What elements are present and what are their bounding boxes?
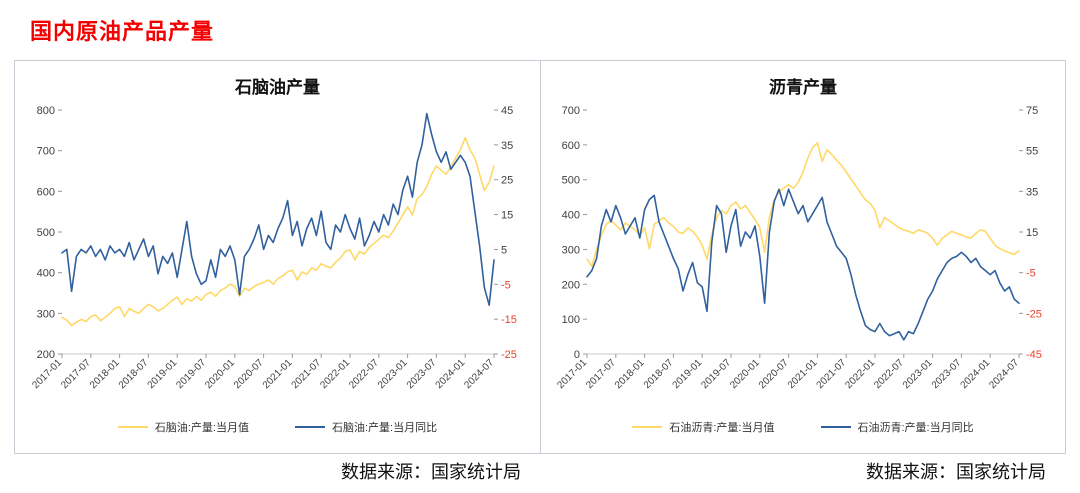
- svg-text:5: 5: [501, 244, 507, 256]
- svg-text:2021-07: 2021-07: [289, 357, 323, 391]
- chart-title-asphalt: 沥青产量: [769, 78, 837, 97]
- svg-text:2023-01: 2023-01: [375, 357, 409, 391]
- legend-label: 石脑油:产量:当月同比: [332, 422, 438, 434]
- legend-label: 石脑油:产量:当月值: [154, 422, 249, 434]
- svg-text:-5: -5: [1026, 268, 1036, 280]
- panel-naphtha: 石脑油产量 800 700 600 500 400 300 200 45 35 25 15 5 -5 -1…: [15, 61, 540, 453]
- svg-text:2023-07: 2023-07: [404, 357, 438, 391]
- svg-text:2020-07: 2020-07: [757, 357, 791, 391]
- svg-text:300: 300: [36, 308, 54, 320]
- svg-text:700: 700: [36, 146, 54, 158]
- svg-text:2019-07: 2019-07: [699, 357, 733, 391]
- svg-text:35: 35: [501, 140, 513, 152]
- svg-text:700: 700: [562, 105, 580, 117]
- source-note-left: 数据来源：国家统计局: [341, 462, 521, 482]
- svg-text:-45: -45: [1026, 349, 1042, 361]
- svg-text:500: 500: [36, 227, 54, 239]
- naphtha-line-chart: 800 700 600 500 400 300 200 45 35 25 15 5 -5 -15 -25 20…: [20, 100, 536, 417]
- svg-text:-25: -25: [501, 349, 517, 361]
- svg-text:15: 15: [1026, 227, 1038, 239]
- legend-naphtha: 石脑油:产量:当月值 石脑油:产量:当月同比: [117, 419, 437, 435]
- page-title: 国内原油产品产量: [30, 19, 215, 44]
- svg-text:2023-07: 2023-07: [930, 357, 964, 391]
- svg-text:300: 300: [562, 244, 580, 256]
- svg-text:2021-01: 2021-01: [260, 357, 294, 391]
- svg-text:55: 55: [1026, 146, 1038, 158]
- svg-text:2019-07: 2019-07: [174, 357, 208, 391]
- svg-text:2022-01: 2022-01: [318, 357, 352, 391]
- legend-swatch-yellow-line: [117, 426, 148, 428]
- legend-item-naphtha-yoy: 石脑油:产量:当月同比: [295, 419, 437, 435]
- svg-text:2022-07: 2022-07: [872, 357, 906, 391]
- svg-text:45: 45: [501, 105, 513, 117]
- svg-text:2020-01: 2020-01: [203, 357, 237, 391]
- svg-text:2018-07: 2018-07: [116, 357, 150, 391]
- svg-text:75: 75: [1026, 105, 1038, 117]
- legend-swatch-blue-line: [295, 426, 325, 428]
- legend-label: 石油沥青:产量:当月同比: [857, 422, 974, 434]
- svg-text:100: 100: [562, 314, 580, 326]
- chart-box: 石脑油产量 800 700 600 500 400 300 200 45 35 25 15 5 -5 -1…: [14, 60, 1066, 454]
- legend-item-asphalt-value: 石油沥青:产量:当月值: [632, 419, 775, 435]
- panel-asphalt: 沥青产量 700 600 500 400 300 200 100 0 75 55 35 15 -5 -25…: [540, 61, 1065, 453]
- legend-swatch-yellow-line: [632, 426, 663, 428]
- chart-title-naphtha: 石脑油产量: [235, 78, 320, 97]
- svg-text:25: 25: [501, 175, 513, 187]
- svg-text:2022-01: 2022-01: [843, 357, 877, 391]
- legend-item-naphtha-value: 石脑油:产量:当月值: [117, 419, 249, 435]
- svg-text:2020-01: 2020-01: [728, 357, 762, 391]
- svg-text:2021-07: 2021-07: [815, 357, 849, 391]
- svg-text:2024-01: 2024-01: [959, 357, 993, 391]
- svg-text:2021-01: 2021-01: [786, 357, 820, 391]
- asphalt-line-chart: 700 600 500 400 300 200 100 0 75 55 35 15 -5 -25 -45 20…: [545, 100, 1061, 417]
- svg-text:2022-07: 2022-07: [347, 357, 381, 391]
- svg-text:-15: -15: [501, 314, 517, 326]
- svg-text:200: 200: [562, 279, 580, 291]
- svg-text:600: 600: [36, 186, 54, 198]
- legend-label: 石油沥青:产量:当月值: [669, 422, 775, 434]
- source-note-right: 数据来源：国家统计局: [866, 462, 1046, 482]
- svg-text:2018-07: 2018-07: [642, 357, 676, 391]
- svg-text:500: 500: [562, 175, 580, 187]
- svg-text:35: 35: [1026, 186, 1038, 198]
- svg-text:0: 0: [574, 349, 580, 361]
- svg-text:2017-07: 2017-07: [59, 357, 93, 391]
- svg-text:600: 600: [562, 140, 580, 152]
- svg-text:-25: -25: [1026, 308, 1042, 320]
- svg-text:2024-07: 2024-07: [462, 357, 496, 391]
- svg-text:200: 200: [36, 349, 54, 361]
- svg-text:2017-01: 2017-01: [555, 357, 589, 391]
- svg-text:800: 800: [36, 105, 54, 117]
- svg-text:15: 15: [501, 210, 513, 222]
- svg-text:2020-07: 2020-07: [231, 357, 265, 391]
- svg-text:2017-01: 2017-01: [30, 357, 64, 391]
- svg-text:400: 400: [36, 268, 54, 280]
- legend-swatch-blue-line: [820, 426, 851, 428]
- svg-text:400: 400: [562, 210, 580, 222]
- sources-row: 数据来源：国家统计局 数据来源：国家统计局: [14, 458, 1064, 484]
- svg-text:2018-01: 2018-01: [87, 357, 121, 391]
- svg-text:2024-01: 2024-01: [433, 357, 467, 391]
- svg-text:2024-07: 2024-07: [987, 357, 1021, 391]
- svg-text:2019-01: 2019-01: [671, 357, 705, 391]
- svg-text:2017-07: 2017-07: [584, 357, 618, 391]
- svg-text:2023-01: 2023-01: [901, 357, 935, 391]
- legend-item-asphalt-yoy: 石油沥青:产量:当月同比: [820, 419, 974, 435]
- svg-text:2018-01: 2018-01: [613, 357, 647, 391]
- svg-text:2019-01: 2019-01: [145, 357, 179, 391]
- svg-text:-5: -5: [501, 279, 511, 291]
- legend-asphalt: 石油沥青:产量:当月值 石油沥青:产量:当月同比: [632, 419, 974, 435]
